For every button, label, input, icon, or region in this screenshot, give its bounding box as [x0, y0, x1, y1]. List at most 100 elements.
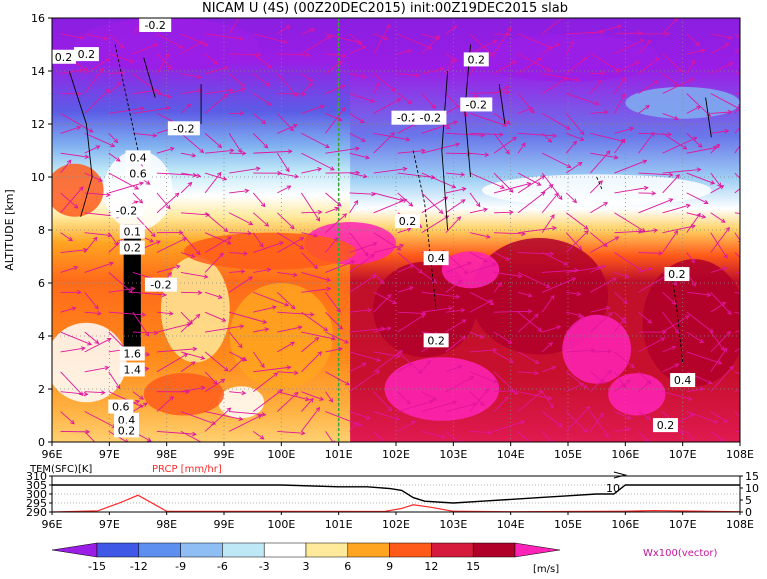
contour-label: -0.2	[460, 97, 492, 111]
y-tick-label: 10	[31, 171, 45, 184]
contour-label: 0.2	[664, 267, 689, 281]
field-blob-4	[562, 315, 631, 384]
contour-label: 0.4	[670, 373, 695, 387]
svg-text:1.4: 1.4	[124, 363, 142, 376]
colorbar-swatch	[222, 543, 264, 557]
x-tick-label: 100E	[267, 448, 295, 461]
colorbar-tick-label: 12	[424, 560, 438, 573]
sub-right-tick-label: 15	[745, 470, 759, 483]
svg-text:-0.2: -0.2	[420, 112, 441, 125]
svg-text:0.2: 0.2	[657, 419, 675, 432]
colorbar-swatch	[97, 543, 139, 557]
sub-x-tick-label: 97E	[99, 518, 120, 531]
vector-label: Wx100(vector)	[643, 548, 718, 559]
contour-label: 0.2	[653, 418, 678, 432]
svg-text:-0.2: -0.2	[144, 19, 165, 32]
sub-x-tick-label: 104E	[497, 518, 525, 531]
contour-label: 0.4	[424, 251, 449, 265]
svg-text:-0.2: -0.2	[116, 204, 137, 217]
x-tick-label: 103E	[439, 448, 467, 461]
svg-text:0.4: 0.4	[427, 252, 445, 265]
contour-label: 0.2	[51, 50, 76, 64]
y-tick-label: 6	[38, 277, 45, 290]
contour-label: -0.2	[145, 278, 177, 292]
y-tick-label: 2	[38, 383, 45, 396]
colorbar-swatch	[390, 543, 432, 557]
svg-text:-0.2: -0.2	[466, 98, 487, 111]
sub-right-tick-label: 5	[745, 494, 752, 507]
sub-left-tick-label: 310	[26, 470, 47, 483]
colorbar-swatch	[306, 543, 348, 557]
svg-text:0.6: 0.6	[112, 401, 130, 414]
svg-text:1.6: 1.6	[124, 348, 142, 361]
wind-vector	[181, 292, 202, 293]
y-tick-label: 0	[38, 436, 45, 449]
y-tick-label: 14	[31, 65, 45, 78]
colorbar-tick-label: 3	[303, 560, 310, 573]
contour-label: 0.1	[120, 225, 145, 239]
sub-x-tick-label: 106E	[611, 518, 639, 531]
contour-label: 0.2	[74, 47, 99, 61]
x-tick-label: 99E	[214, 448, 235, 461]
colorbar-swatch	[264, 543, 306, 557]
x-tick-label: 104E	[497, 448, 525, 461]
sub-x-tick-label: 100E	[267, 518, 295, 531]
sub-x-tick-label: 105E	[554, 518, 582, 531]
y-tick-label: 8	[38, 224, 45, 237]
contour-label: 0.2	[120, 241, 145, 255]
field-blob-3	[385, 357, 500, 421]
wind-vector	[277, 94, 305, 95]
svg-text:0.2: 0.2	[668, 268, 686, 281]
field-blob-15	[184, 233, 356, 270]
x-tick-label: 106E	[611, 448, 639, 461]
sub-x-tick-label: 99E	[214, 518, 235, 531]
svg-text:0.2: 0.2	[118, 424, 136, 437]
colorbar-tick-label: -15	[88, 560, 106, 573]
colorbar-swatch	[431, 543, 473, 557]
svg-text:0.4: 0.4	[674, 374, 692, 387]
colorbar-swatch	[181, 543, 223, 557]
colorbar-tick-label: -9	[175, 560, 186, 573]
sub-x-tick-label: 108E	[726, 518, 754, 531]
colorbar-swatch	[139, 543, 181, 557]
x-tick-label: 97E	[99, 448, 120, 461]
contour-label: 1.6	[120, 347, 145, 361]
field-blob-16	[46, 164, 103, 217]
svg-text:0.2: 0.2	[124, 242, 142, 255]
colorbar-swatch	[473, 543, 515, 557]
colorbar-tick-label: 15	[466, 560, 480, 573]
colorbar-tick-label: -3	[259, 560, 270, 573]
sub-x-tick-label: 107E	[669, 518, 697, 531]
contour-label: 0.2	[114, 423, 139, 437]
field-blob-13	[482, 174, 711, 206]
x-tick-label: 107E	[669, 448, 697, 461]
x-tick-label: 102E	[382, 448, 410, 461]
contour-label: 0.6	[126, 166, 151, 180]
x-tick-label: 101E	[325, 448, 353, 461]
y-tick-label: 12	[31, 118, 45, 131]
y-tick-label: 4	[38, 330, 45, 343]
svg-text:0.4: 0.4	[129, 151, 147, 164]
field-blob-9	[46, 323, 126, 403]
colorbar-unit: [m/s]	[533, 564, 559, 575]
svg-text:-0.2: -0.2	[150, 279, 171, 292]
x-tick-label: 98E	[156, 448, 177, 461]
sub-x-tick-label: 102E	[382, 518, 410, 531]
contour-label: 0.2	[424, 333, 449, 347]
x-tick-label: 96E	[42, 448, 63, 461]
sub-x-tick-label: 103E	[439, 518, 467, 531]
contour-label: 0.4	[126, 150, 151, 164]
contour-label: -0.2	[139, 18, 171, 32]
sub-annotation: 10	[606, 482, 620, 495]
field-blob-5	[608, 373, 665, 415]
contour-label: -0.2	[414, 111, 446, 125]
contour-label: -0.2	[168, 121, 200, 135]
svg-text:0.6: 0.6	[129, 167, 147, 180]
colorbar-tick-label: -12	[130, 560, 148, 573]
contour-label: 0.2	[464, 52, 489, 66]
contour-label: 0.6	[108, 400, 133, 414]
sub-right-tick-label: 10	[745, 482, 759, 495]
svg-text:-0.2: -0.2	[173, 122, 194, 135]
